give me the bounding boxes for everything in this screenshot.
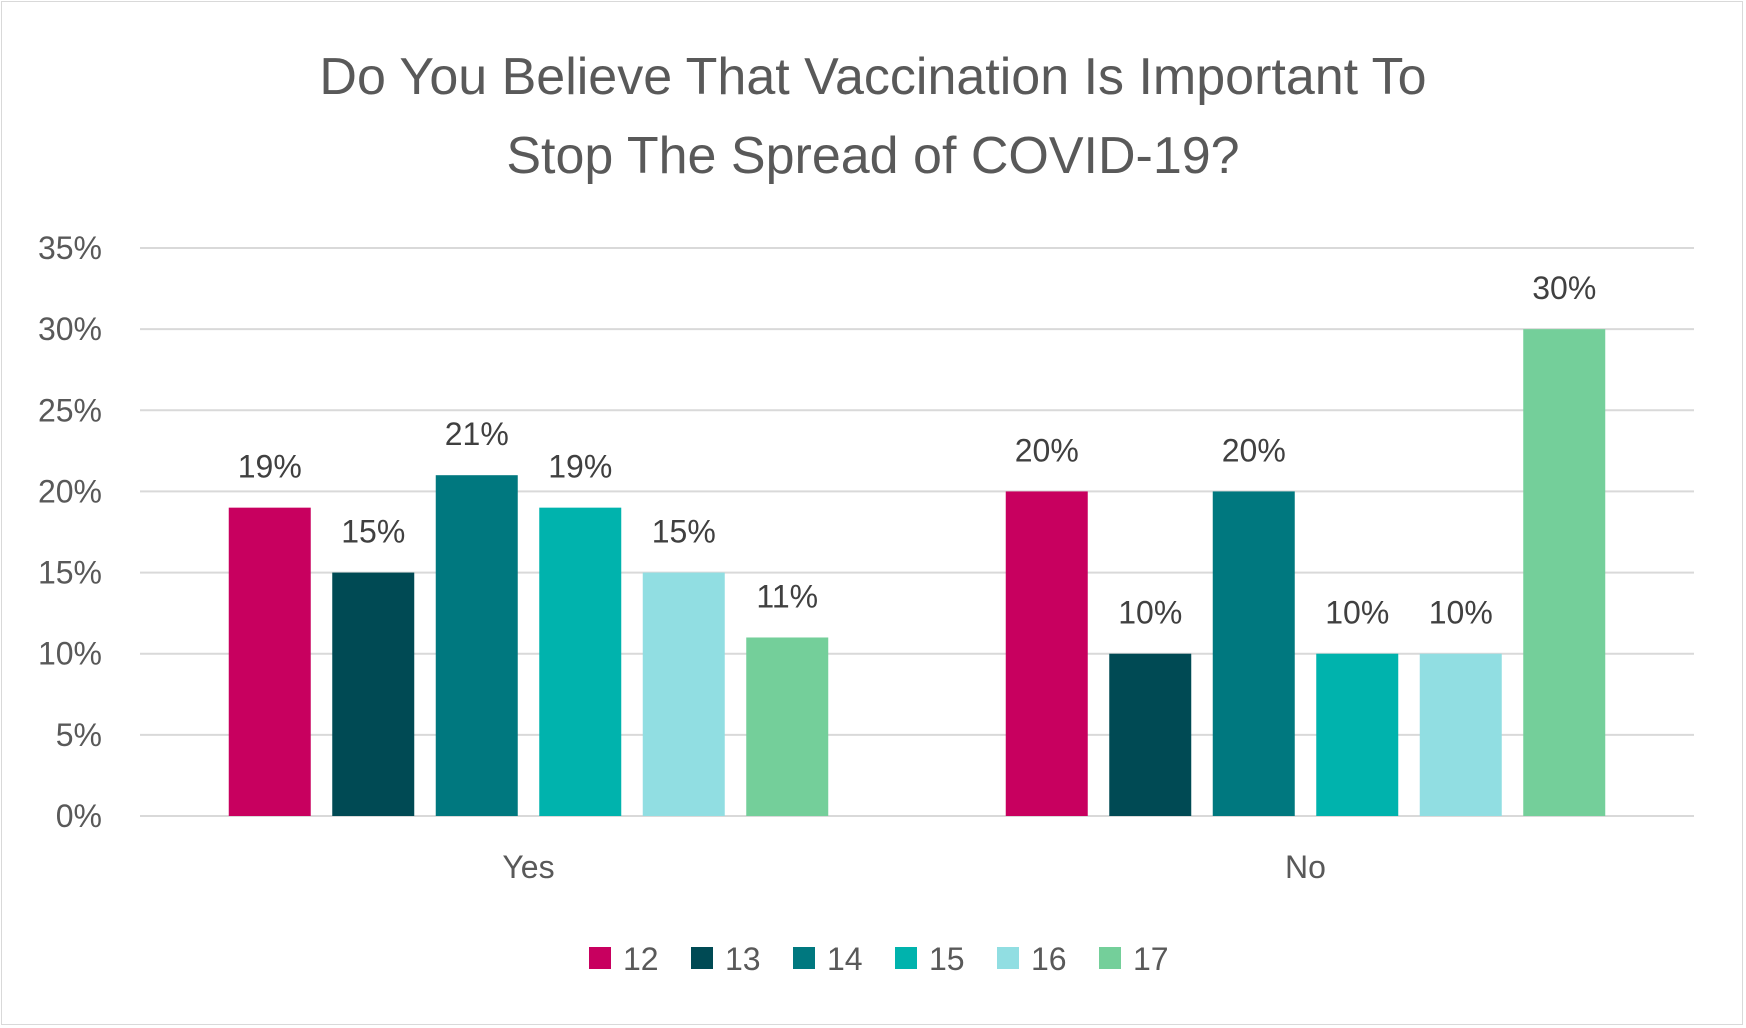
chart-title-line-2: Stop The Spread of COVID-19? [506, 127, 1239, 185]
y-tick-label: 0% [56, 798, 102, 834]
bar-no-12 [1005, 491, 1088, 816]
data-label: 20% [1015, 432, 1079, 468]
bar-yes-12 [228, 507, 311, 816]
category-label: No [1285, 849, 1326, 885]
bar-yes-15 [539, 507, 622, 816]
y-tick-label: 25% [38, 392, 102, 428]
data-label: 11% [756, 578, 818, 614]
bar-no-17 [1523, 329, 1606, 816]
legend-label-17: 17 [1133, 941, 1169, 977]
data-label: 19% [548, 449, 612, 485]
y-tick-label: 35% [38, 230, 102, 266]
data-label: 10% [1325, 595, 1389, 631]
legend-swatch-16 [997, 947, 1019, 969]
y-axis-ticks: 0% 5% 10% 15% 20% 25% 30% 35% [38, 230, 102, 834]
data-labels: 19% 15% 21% 19% 15% 11% 20% 10% 20% 10% 10% 30% [238, 270, 1597, 631]
data-label: 10% [1429, 595, 1493, 631]
legend-label-16: 16 [1031, 941, 1067, 977]
y-tick-label: 15% [38, 555, 102, 591]
bar-no-15 [1316, 653, 1399, 816]
bar-no-16 [1419, 653, 1502, 816]
bar-yes-14 [435, 475, 518, 816]
bar-no-14 [1212, 491, 1295, 816]
y-tick-label: 5% [56, 717, 102, 753]
legend-label-13: 13 [725, 941, 761, 977]
bar-yes-17 [746, 637, 829, 816]
bars [228, 329, 1606, 816]
legend-swatch-14 [793, 947, 815, 969]
legend-swatch-15 [895, 947, 917, 969]
data-label: 15% [652, 514, 716, 550]
data-label: 19% [238, 449, 302, 485]
data-label: 30% [1532, 270, 1596, 306]
data-label: 15% [341, 514, 405, 550]
legend-label-12: 12 [623, 941, 659, 977]
bar-yes-13 [332, 572, 415, 816]
bar-yes-16 [642, 572, 725, 816]
legend-label-15: 15 [929, 941, 965, 977]
legend-swatch-17 [1099, 947, 1121, 969]
y-tick-label: 30% [38, 311, 102, 347]
y-tick-label: 10% [38, 636, 102, 672]
data-label: 21% [445, 416, 509, 452]
legend-label-14: 14 [827, 941, 863, 977]
legend-swatch-12 [589, 947, 611, 969]
legend: 12 13 14 15 16 17 [589, 941, 1169, 977]
data-label: 20% [1222, 432, 1286, 468]
data-label: 10% [1118, 595, 1182, 631]
x-axis-categories: Yes No [502, 849, 1326, 885]
chart-title-line-1: Do You Believe That Vaccination Is Impor… [319, 48, 1426, 106]
category-label: Yes [502, 849, 554, 885]
bar-no-13 [1109, 653, 1192, 816]
legend-swatch-13 [691, 947, 713, 969]
y-tick-label: 20% [38, 473, 102, 509]
